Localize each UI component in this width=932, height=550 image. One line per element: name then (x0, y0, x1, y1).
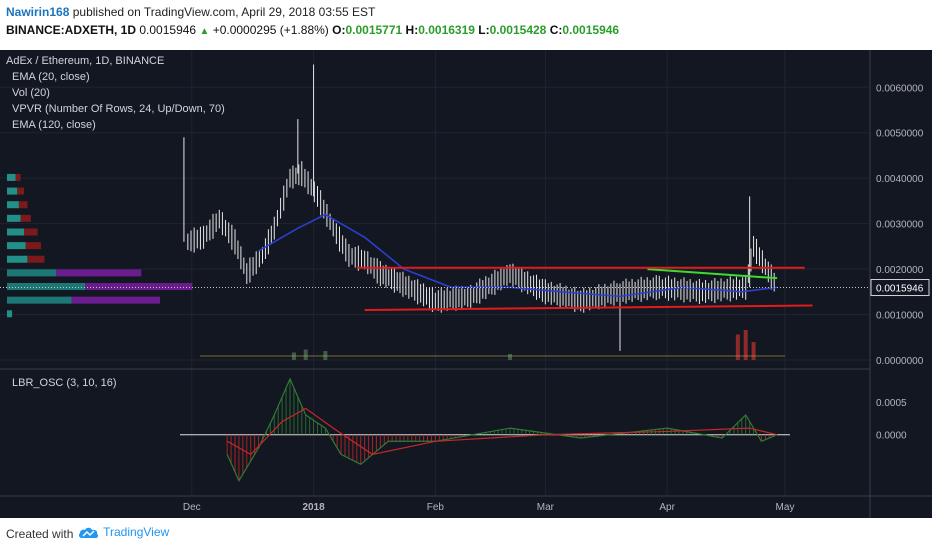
chart-canvas[interactable]: 0.0060000 0.0050000 0.0040000 0.0030000 0.00… (0, 50, 932, 518)
vpvr-row-up (7, 201, 19, 209)
last-price-label: 0.0015946 (876, 284, 924, 295)
vpvr-row-down (17, 187, 24, 195)
support-trendline (364, 304, 813, 311)
author-link[interactable]: Nawirin168 (6, 5, 70, 19)
footer: Created with TradingView (0, 518, 932, 550)
vpvr-row-up (7, 242, 26, 250)
indicator-lines (0, 213, 870, 311)
vpvr-row-up (7, 269, 57, 277)
legend-oscillator[interactable]: LBR_OSC (3, 10, 16) (12, 377, 117, 389)
vpvr-row-up (7, 214, 21, 222)
publish-header: Nawirin168 published on TradingView.com,… (0, 0, 932, 50)
close-value: 0.0015946 (562, 23, 620, 37)
last-price: 0.0015946 (139, 23, 197, 37)
price-change: +0.0000295 (+1.88%) (212, 23, 329, 37)
publish-text: published on TradingView.com, April 29, … (72, 5, 376, 19)
vpvr-row-up (7, 173, 16, 181)
volume-bars (200, 330, 785, 360)
price-tick-label: 0.0050000 (876, 129, 924, 140)
legend-vpvr[interactable]: VPVR (Number Of Rows, 24, Up/Down, 70) (12, 103, 225, 115)
created-with-text: Created with (6, 527, 74, 541)
osc-tick-label: 0.0000 (876, 431, 907, 442)
vpvr-row-down (20, 214, 31, 222)
close-label: C: (549, 23, 563, 37)
time-tick-label: Feb (427, 502, 445, 513)
volume-bar (743, 330, 748, 360)
axes: 0.0060000 0.0050000 0.0040000 0.0030000 0.00… (183, 83, 930, 513)
tradingview-brand-text: TradingView (103, 525, 170, 539)
time-tick-label: Mar (537, 502, 555, 513)
vpvr-row-down (24, 228, 38, 236)
symbol-label: BINANCE:ADXETH, 1D (6, 23, 137, 37)
high-label: H: (405, 23, 419, 37)
time-tick-label: 2018 (302, 502, 325, 513)
price-candles (183, 64, 775, 351)
low-value: 0.0015428 (489, 23, 547, 37)
tradingview-cloud-icon (78, 527, 99, 538)
low-label: L: (478, 23, 490, 37)
time-tick-label: Apr (659, 502, 675, 513)
tradingview-logo[interactable]: TradingView (78, 525, 169, 540)
vpvr-row-down (25, 242, 41, 250)
vpvr-row-down (18, 201, 28, 209)
oscillator-pane (180, 377, 790, 483)
vpvr-row-up (7, 310, 13, 318)
legend-ema20[interactable]: EMA (20, close) (12, 71, 90, 83)
vpvr-row-down (56, 269, 142, 277)
volume-bar (508, 354, 512, 360)
vpvr-row-up (7, 187, 18, 195)
price-tick-label: 0.0030000 (876, 220, 924, 231)
legend-title: AdEx / Ethereum, 1D, BINANCE (6, 55, 164, 67)
vpvr-row-up (7, 255, 28, 263)
high-value: 0.0016319 (418, 23, 475, 37)
vpvr-row-up (7, 228, 24, 236)
chart-area[interactable]: 0.0060000 0.0050000 0.0040000 0.0030000 0.00… (0, 50, 932, 518)
volume-bar (751, 342, 756, 360)
price-tick-label: 0.0060000 (876, 83, 924, 94)
ema120-line (647, 268, 778, 280)
vpvr-row-up (7, 283, 86, 291)
osc-tick-label: 0.0005 (876, 398, 907, 409)
osc-slow-line (226, 407, 778, 456)
time-tick-label: Dec (183, 502, 201, 513)
vpvr-row-down (85, 283, 193, 291)
vpvr-row-down (71, 296, 160, 304)
up-arrow-icon: ▲ (199, 26, 210, 37)
vpvr-row-down (15, 173, 21, 181)
price-tick-label: 0.0020000 (876, 265, 924, 276)
quote-line: BINANCE:ADXETH, 1D 0.0015946 ▲ +0.000029… (6, 23, 619, 37)
volume-bar (303, 349, 308, 360)
osc-fast-line (226, 377, 778, 483)
legend-ema120[interactable]: EMA (120, close) (12, 119, 96, 131)
open-label: O: (332, 23, 346, 37)
open-value: 0.0015771 (345, 23, 403, 37)
price-tick-label: 0.0000000 (876, 356, 924, 367)
time-tick-label: May (776, 502, 795, 513)
legend-vol[interactable]: Vol (20) (12, 87, 50, 99)
vpvr-row-down (27, 255, 45, 263)
price-tick-label: 0.0040000 (876, 174, 924, 185)
volume-bar (735, 334, 740, 360)
last-price-box (870, 279, 930, 297)
price-tick-label: 0.0010000 (876, 311, 924, 322)
publish-info: Nawirin168 published on TradingView.com,… (6, 5, 375, 19)
vpvr-profile (7, 173, 193, 318)
vpvr-row-up (7, 296, 72, 304)
